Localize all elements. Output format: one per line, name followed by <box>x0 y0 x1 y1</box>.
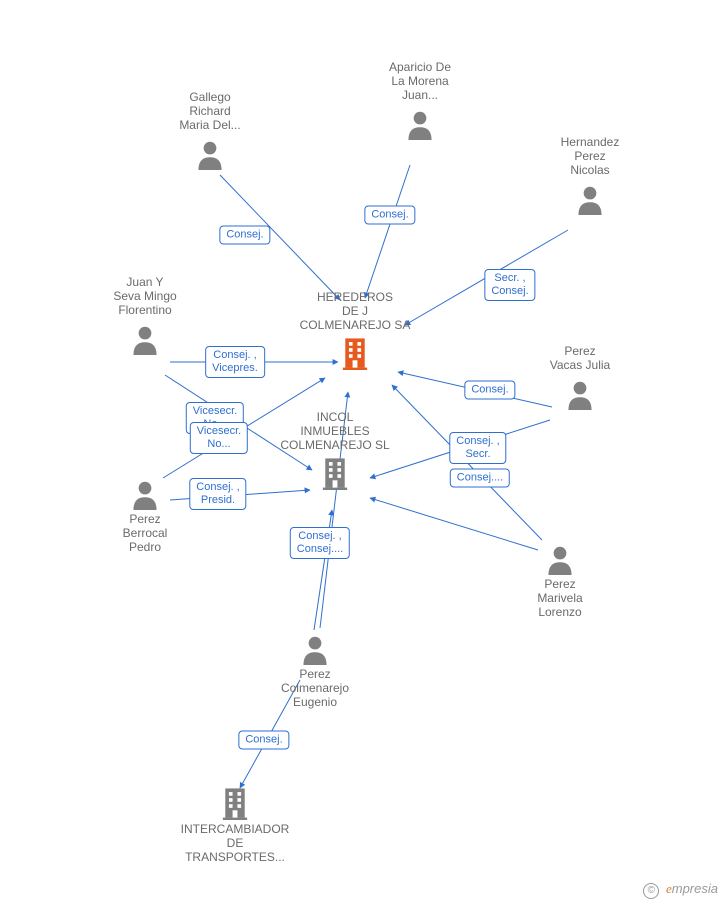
person-icon <box>196 140 224 170</box>
edge-badge: Consej. <box>464 381 515 400</box>
edge-badge: Consej. , Consej.... <box>290 527 350 559</box>
edge-badge: Consej. <box>364 206 415 225</box>
person-icon <box>131 325 159 355</box>
node-aparicio[interactable]: Aparicio De La Morena Juan... <box>360 58 480 140</box>
node-label: INCOL INMUEBLES COLMENAREJO SL <box>275 410 395 452</box>
edge-badge: Consej. , Vicepres. <box>205 346 265 378</box>
node-label: Gallego Richard Maria Del... <box>150 90 270 132</box>
node-pvacas[interactable]: Perez Vacas Julia <box>520 342 640 410</box>
edge-badge-label: Consej. <box>245 734 282 746</box>
person-icon-wrap <box>360 102 480 140</box>
edge-badge-label: Consej. <box>371 209 408 221</box>
node-gallego[interactable]: Gallego Richard Maria Del... <box>150 88 270 170</box>
node-hernandez[interactable]: Hernandez Perez Nicolas <box>530 133 650 215</box>
edge-badge-label: Consej. , Secr. <box>456 435 499 460</box>
edge-badge-label: Vicesecr. No... <box>197 425 241 450</box>
person-icon-wrap <box>520 372 640 410</box>
edge-badge-label: Secr. , Consej. <box>491 272 528 297</box>
edge-badge-label: Consej. , Consej.... <box>297 530 343 555</box>
edge-badge: Consej. <box>219 226 270 245</box>
building-icon-wrap <box>295 332 415 370</box>
building-icon <box>340 336 370 370</box>
person-icon <box>131 480 159 510</box>
person-icon-wrap <box>255 627 375 665</box>
node-label: Aparicio De La Morena Juan... <box>360 60 480 102</box>
edge-badge: Consej.... <box>450 469 510 488</box>
node-label: Perez Colmenarejo Eugenio <box>255 667 375 709</box>
edge-badge: Consej. , Secr. <box>449 432 506 464</box>
edge <box>365 165 410 298</box>
node-label: HEREDEROS DE J COLMENAREJO SA <box>295 290 415 332</box>
node-label: INTERCAMBIADOR DE TRANSPORTES... <box>175 822 295 864</box>
node-label: Perez Vacas Julia <box>520 344 640 372</box>
person-icon <box>406 110 434 140</box>
watermark: © empresia <box>643 881 718 899</box>
person-icon-wrap <box>500 537 620 575</box>
node-pcolmen[interactable]: Perez Colmenarejo Eugenio <box>255 627 375 709</box>
person-icon-wrap <box>530 177 650 215</box>
edge-badge-label: Consej. <box>471 384 508 396</box>
person-icon <box>566 380 594 410</box>
person-icon-wrap <box>85 317 205 355</box>
node-incol[interactable]: INCOL INMUEBLES COLMENAREJO SL <box>275 408 395 490</box>
node-label: Perez Marivela Lorenzo <box>500 577 620 619</box>
person-icon <box>576 185 604 215</box>
building-icon <box>220 786 250 820</box>
person-icon-wrap <box>150 132 270 170</box>
node-pmarivela[interactable]: Perez Marivela Lorenzo <box>500 537 620 619</box>
node-intercamb[interactable]: INTERCAMBIADOR DE TRANSPORTES... <box>175 782 295 864</box>
node-pberrocal[interactable]: Perez Berrocal Pedro <box>85 472 205 554</box>
node-juan[interactable]: Juan Y Seva Mingo Florentino <box>85 273 205 355</box>
edge-badge: Secr. , Consej. <box>484 269 535 301</box>
person-icon <box>301 635 329 665</box>
person-icon <box>546 545 574 575</box>
node-label: Perez Berrocal Pedro <box>85 512 205 554</box>
edge-badge-label: Consej. <box>226 229 263 241</box>
node-label: Hernandez Perez Nicolas <box>530 135 650 177</box>
building-icon-wrap <box>175 782 295 820</box>
copyright-symbol: © <box>643 883 659 899</box>
edge-badge: Vicesecr. No... <box>190 422 248 454</box>
edge-badge-label: Consej. , Vicepres. <box>212 349 258 374</box>
node-herederos[interactable]: HEREDEROS DE J COLMENAREJO SA <box>295 288 415 370</box>
building-icon <box>320 456 350 490</box>
edge-badge-label: Consej.... <box>457 472 503 484</box>
building-icon-wrap <box>275 452 395 490</box>
edge-badge: Consej. <box>238 731 289 750</box>
person-icon-wrap <box>85 472 205 510</box>
node-label: Juan Y Seva Mingo Florentino <box>85 275 205 317</box>
brand-rest: mpresia <box>672 881 718 896</box>
